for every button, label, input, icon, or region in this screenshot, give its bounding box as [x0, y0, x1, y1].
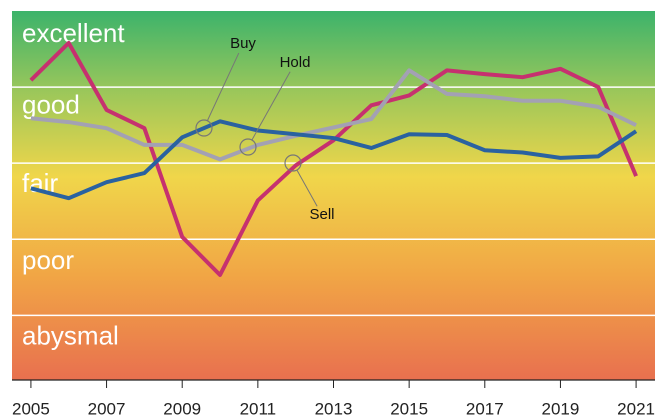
x-tick-label: 2021 [617, 399, 655, 418]
band-label: good [22, 90, 80, 120]
x-tick-label: 2017 [466, 399, 504, 418]
x-tick-label: 2009 [163, 399, 201, 418]
x-tick-label: 2007 [88, 399, 126, 418]
annotation-leader [251, 71, 291, 141]
x-tick-label: 2011 [240, 399, 277, 418]
annotation-circle [195, 119, 213, 137]
series-label: Buy [230, 35, 256, 52]
annotation-leader [296, 169, 318, 207]
band-label: poor [22, 245, 74, 275]
annotation-circle [284, 154, 302, 172]
band-label: abysmal [22, 320, 119, 350]
series-line [30, 119, 638, 201]
annotation-leader [206, 52, 240, 121]
x-tick-label: 2019 [542, 399, 580, 418]
series-label: Sell [309, 206, 334, 223]
series-line [29, 40, 638, 278]
x-tick-label: 2013 [315, 399, 353, 418]
x-tick-label: 2015 [390, 399, 428, 418]
series-label: Hold [280, 54, 311, 71]
series-line [30, 68, 637, 162]
band-label: excellent [22, 18, 125, 48]
x-tick-label: 2005 [12, 399, 50, 418]
annotation-circle [239, 138, 257, 156]
